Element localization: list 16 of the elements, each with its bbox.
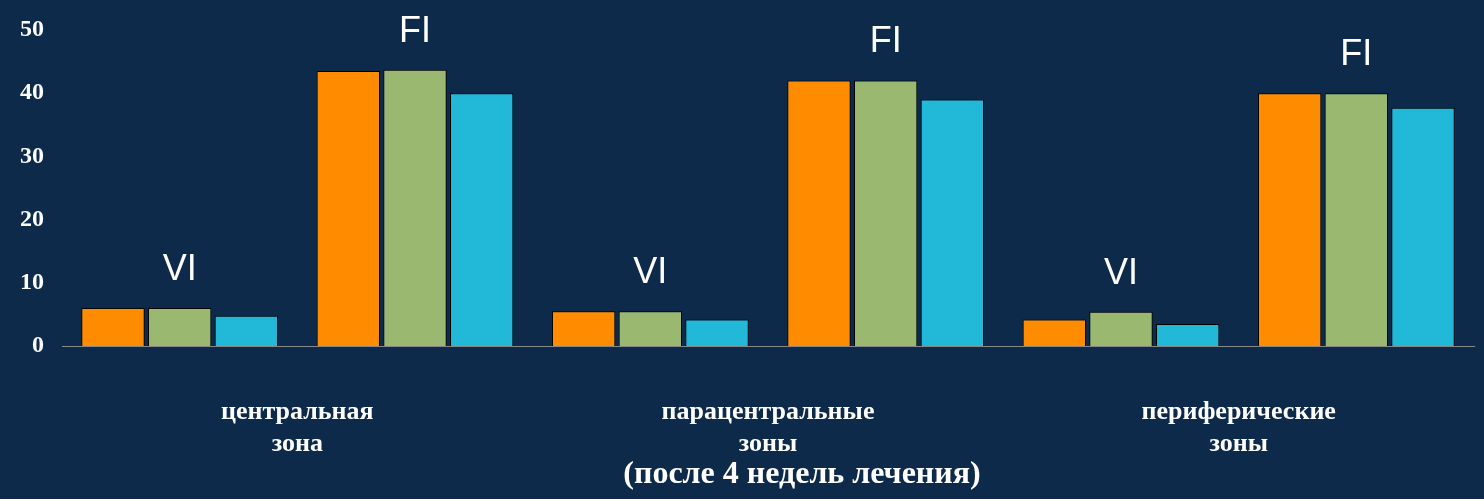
- x-tick-label: FI: [399, 8, 431, 50]
- y-tick-label: 0: [32, 331, 44, 358]
- x-tick-label: FI: [869, 19, 902, 61]
- x-tick-label: VI: [162, 247, 197, 288]
- y-tick-label: 10: [20, 268, 44, 294]
- y-tick-label: 20: [20, 204, 44, 231]
- y-tick-label: 40: [20, 78, 44, 105]
- text: (после 4 недель лечения): [623, 454, 981, 491]
- x-tick-label: VI: [633, 250, 668, 292]
- text: центральная зона: [221, 395, 374, 457]
- y-tick-label: 50: [20, 15, 44, 42]
- x-tick-label: FI: [1340, 32, 1373, 74]
- text: периферические зоны: [1141, 395, 1336, 457]
- text: парацентральные зоны: [661, 395, 875, 457]
- x-tick-label: VI: [1103, 250, 1139, 292]
- y-tick-label: 30: [20, 141, 44, 168]
